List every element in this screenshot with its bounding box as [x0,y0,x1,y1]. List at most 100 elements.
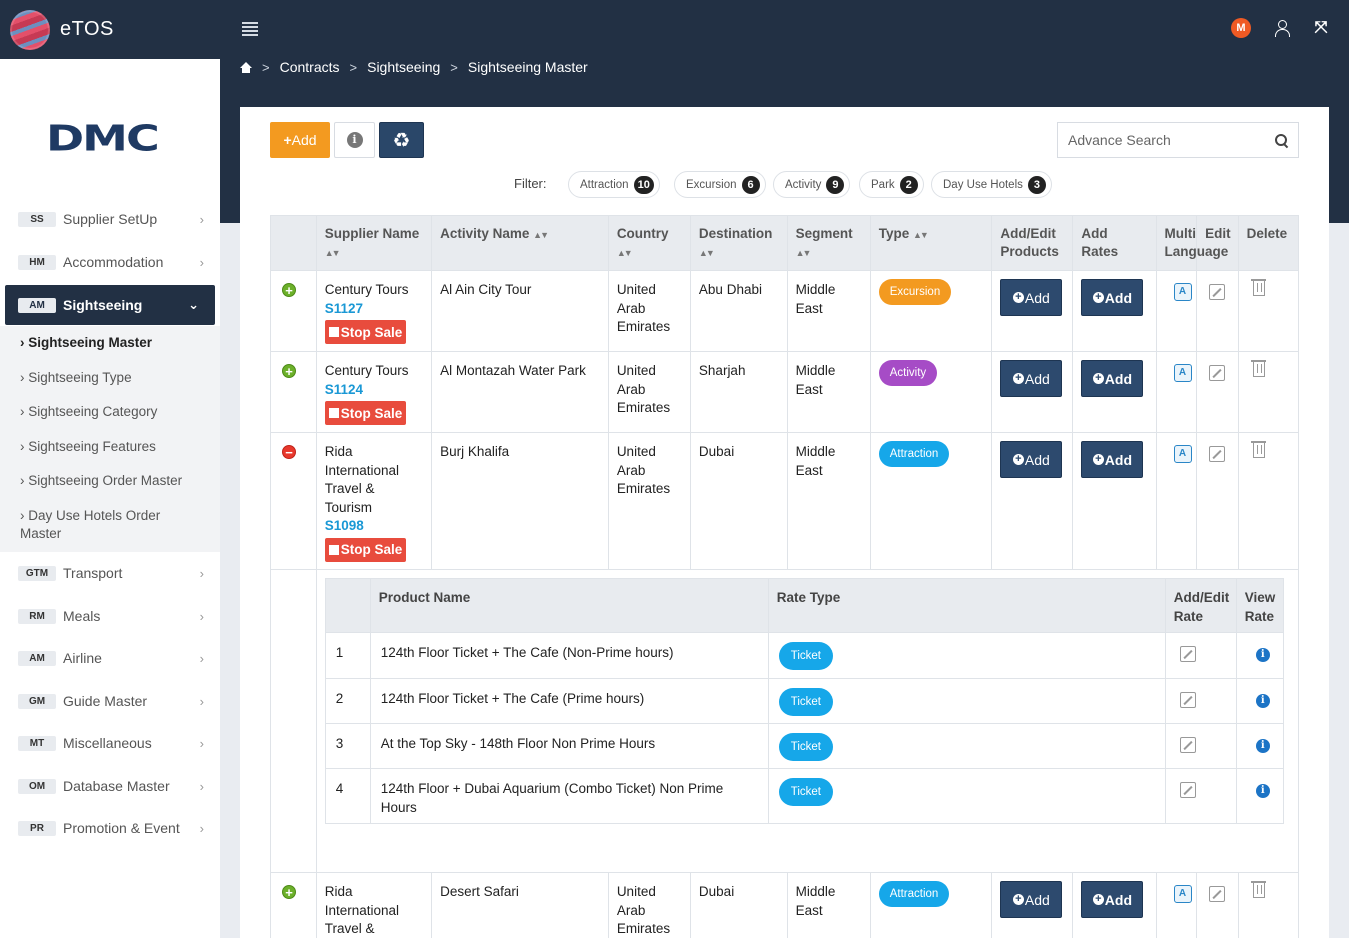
col-destination[interactable]: Destination ▲▼ [689,215,788,271]
filter-chip-park[interactable]: Park 2 [859,171,924,198]
edit-icon[interactable] [1209,446,1226,462]
submenu-sightseeing-category[interactable]: › Sightseeing Category [20,404,158,419]
expand-row-icon[interactable]: + [282,364,296,378]
trash-icon[interactable] [1250,360,1266,377]
view-rate-icon[interactable]: i [1255,648,1270,662]
trash-icon[interactable] [1250,441,1266,458]
supplier-code[interactable]: S1098 [324,518,364,533]
view-rate-icon[interactable]: i [1255,784,1270,798]
sidebar-item-transport[interactable]: GTM Transport › [0,556,220,590]
sidebar-item-supplier-setup[interactable]: SS Supplier SetUp › [0,202,220,236]
sidebar-item-label: Transport [63,565,123,581]
fullscreen-icon[interactable]: ⤧ [1314,19,1328,36]
col-type[interactable]: Type ▲▼ [869,215,993,271]
product-number: 3 [324,723,371,769]
user-profile-icon[interactable] [1273,19,1291,37]
col-product-name: Product Name [369,578,769,633]
user-initial-badge[interactable]: M [1231,18,1251,38]
sidebar-abbr: AM [18,650,56,666]
edit-rate-icon[interactable] [1179,692,1196,708]
col-country[interactable]: Country ▲▼ [607,215,691,271]
search-icon[interactable] [1275,134,1287,146]
translate-icon[interactable]: A [1173,364,1192,382]
chip-count: 6 [741,175,760,194]
edit-rate-icon[interactable] [1179,782,1196,798]
chevron-right-icon: > [349,59,358,75]
brand[interactable]: eTOS [0,0,220,59]
expand-row-icon[interactable]: + [282,885,296,899]
sidebar-item-label: Sightseeing [63,297,143,313]
edit-icon[interactable] [1209,284,1226,300]
sort-icon: ▲▼ [616,248,633,258]
add-products-button[interactable]: + Add [1000,881,1063,918]
menu-toggle-icon[interactable] [242,22,258,36]
filter-chip-activity[interactable]: Activity 9 [773,171,851,198]
translate-icon[interactable]: A [1173,445,1192,463]
add-products-button[interactable]: + Add [1000,279,1063,316]
add-rates-button[interactable]: + Add [1081,881,1144,918]
submenu-sightseeing-features[interactable]: › Sightseeing Features [20,439,156,454]
sidebar-item-label: Database Master [63,778,170,794]
product-row: 1 124th Floor Ticket + The Cafe (Non-Pri… [324,632,1284,679]
add-rates-button[interactable]: + Add [1081,279,1144,316]
activity-name: Al Montazah Water Park [431,351,609,433]
edit-rate-icon[interactable] [1179,737,1196,753]
edit-icon[interactable] [1209,886,1226,902]
edit-rate-icon[interactable] [1179,646,1196,662]
type-badge: Attraction [878,441,950,467]
submenu-sightseeing-master[interactable]: › Sightseeing Master [20,335,153,350]
chevron-right-icon: › [199,820,204,836]
col-add-rates: Add Rates [1072,215,1157,271]
supplier-code[interactable]: S1127 [324,300,364,316]
trash-icon[interactable] [1250,279,1266,296]
stop-sale-button[interactable]: Stop Sale [324,537,407,562]
add-rates-button[interactable]: + Add [1081,441,1144,478]
add-button[interactable]: + Add [270,122,330,158]
trash-icon[interactable] [1250,881,1266,898]
submenu-day-use-hotels-order-master[interactable]: › Day Use Hotels Order Master [20,508,161,541]
supplier-code[interactable]: S1124 [324,381,364,397]
sidebar-item-accommodation[interactable]: HM Accommodation › [0,245,220,279]
sidebar-item-promotion-event[interactable]: PR Promotion & Event › [0,811,220,845]
table-row: + Century Tours S1127 Stop Sale Al Ain Cit… [270,270,1300,352]
col-segment[interactable]: Segment ▲▼ [786,215,871,271]
col-activity-name[interactable]: Activity Name ▲▼ [431,215,609,271]
edit-icon[interactable] [1209,365,1226,381]
filter-chip-excursion[interactable]: Excursion 6 [674,171,766,198]
translate-icon[interactable]: A [1173,283,1192,301]
add-products-button[interactable]: + Add [1000,360,1063,397]
sidebar-item-airline[interactable]: AM Airline › [0,641,220,675]
supplier-name: Century Tours [324,282,409,297]
view-rate-icon[interactable]: i [1255,739,1270,753]
filter-chip-day-use-hotels[interactable]: Day Use Hotels 3 [931,171,1052,198]
filter-chip-attraction[interactable]: Attraction 10 [568,171,660,198]
sidebar-item-database-master[interactable]: OM Database Master › [0,769,220,803]
submenu-sightseeing-type[interactable]: › Sightseeing Type [20,370,132,385]
translate-icon[interactable]: A [1173,885,1192,903]
product-name: 124th Floor Ticket + The Cafe (Prime hou… [369,678,769,724]
breadcrumb-sightseeing[interactable]: Sightseeing [367,59,441,75]
col-add-edit-products: Add/Edit Products [991,215,1074,271]
stop-sale-button[interactable]: Stop Sale [324,401,407,425]
collapse-row-icon[interactable]: − [282,445,296,459]
col-add-edit-rate: Add/Edit Rate [1164,578,1237,633]
add-products-button[interactable]: + Add [1000,441,1063,478]
sidebar-item-sightseeing[interactable]: AM Sightseeing ⌄ [5,285,215,325]
info-button[interactable]: i [334,122,375,158]
expand-row-icon[interactable]: + [282,283,296,297]
sidebar-item-meals[interactable]: RM Meals › [0,599,220,633]
sidebar-item-miscellaneous[interactable]: MT Miscellaneous › [0,726,220,760]
col-supplier-name[interactable]: Supplier Name ▲▼ [315,215,433,271]
stop-sale-button[interactable]: Stop Sale [324,320,407,344]
submenu-sightseeing-order-master[interactable]: › Sightseeing Order Master [20,473,183,488]
filter-label: Filter: [514,176,547,191]
product-number: 2 [324,678,371,724]
chevron-right-icon: › [199,778,204,794]
search-input[interactable] [1068,132,1268,148]
view-rate-icon[interactable]: i [1255,694,1270,708]
breadcrumb-contracts[interactable]: Contracts [279,59,340,75]
recycle-button[interactable]: ♻ [379,122,424,158]
home-icon[interactable] [240,61,252,73]
sidebar-item-guide-master[interactable]: GM Guide Master › [0,684,220,718]
add-rates-button[interactable]: + Add [1081,360,1144,397]
